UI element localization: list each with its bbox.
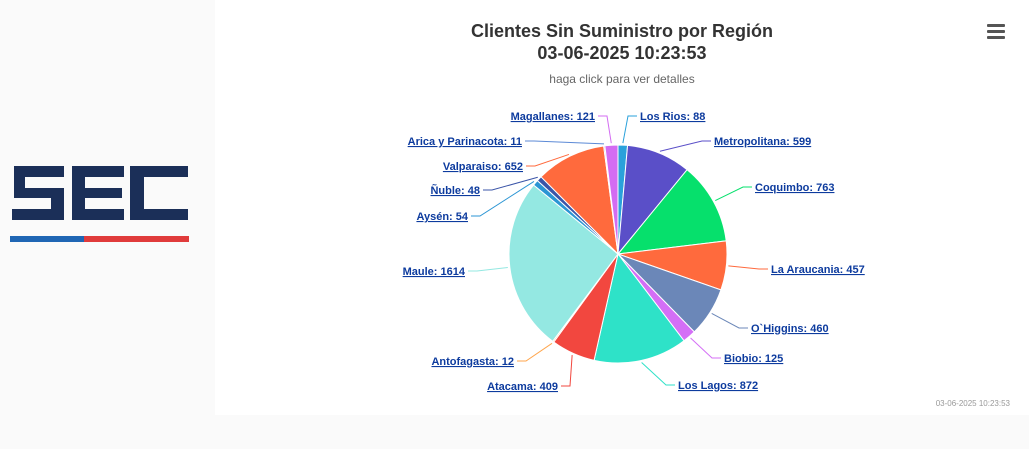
data-label-valparaiso[interactable]: Valparaiso: 652 xyxy=(443,161,523,173)
sec-logo xyxy=(10,166,189,242)
connector-aysén xyxy=(471,181,535,217)
connector-los-rios xyxy=(622,115,637,144)
connector-coquimbo xyxy=(715,186,752,201)
connector-magallanes xyxy=(598,115,612,144)
connector-biobio xyxy=(690,337,721,359)
data-label-maule[interactable]: Maule: 1614 xyxy=(403,266,466,278)
logo-bar-red xyxy=(84,236,189,242)
logo-bar-blue xyxy=(10,236,84,242)
data-label-los-lagos[interactable]: Los Lagos: 872 xyxy=(678,380,758,392)
data-label-arica-y-parinacota[interactable]: Arica y Parinacota: 11 xyxy=(408,136,522,148)
data-label-antofagasta[interactable]: Antofagasta: 12 xyxy=(431,356,514,368)
connector-atacama xyxy=(561,355,573,387)
chart-credits: 03-06-2025 10:23:53 xyxy=(935,399,1010,408)
bottom-strip xyxy=(0,415,1029,449)
connector-metropolitana xyxy=(659,140,711,152)
pie-slice-valparaiso[interactable] xyxy=(540,145,619,256)
data-label-coquimbo[interactable]: Coquimbo: 763 xyxy=(755,182,834,194)
data-label-o-higgins[interactable]: O`Higgins: 460 xyxy=(751,323,829,335)
pie-slice-los-lagos[interactable] xyxy=(593,252,685,364)
hamburger-menu-icon[interactable] xyxy=(985,22,1007,42)
data-label-aysén[interactable]: Aysén: 54 xyxy=(416,211,468,223)
pie-slice-coquimbo[interactable] xyxy=(616,169,727,255)
connector-los-lagos xyxy=(641,362,675,386)
connector-o-higgins xyxy=(711,313,748,329)
connector-la-araucania xyxy=(728,265,768,270)
data-label-los-rios[interactable]: Los Rios: 88 xyxy=(640,111,705,123)
data-label-la-araucania[interactable]: La Araucania: 457 xyxy=(771,264,865,276)
logo-panel xyxy=(0,0,215,415)
data-label-metropolitana[interactable]: Metropolitana: 599 xyxy=(714,136,811,148)
logo-letter-e xyxy=(72,166,124,220)
chart-subtitle: haga click para ver detalles xyxy=(549,72,695,86)
logo-letter-s xyxy=(12,166,64,220)
chart-title-timestamp: 03-06-2025 10:23:53 xyxy=(537,43,707,63)
connector-antofagasta xyxy=(517,342,553,362)
data-label-ñuble[interactable]: Ñuble: 48 xyxy=(430,184,480,197)
pie-slice-maule[interactable] xyxy=(508,184,619,342)
pie-slice-magallanes[interactable] xyxy=(604,144,619,255)
connector-arica-y-parinacota xyxy=(525,140,605,145)
data-label-magallanes[interactable]: Magallanes: 121 xyxy=(511,111,595,123)
connector-maule xyxy=(468,266,508,272)
connector-ñuble xyxy=(483,176,538,191)
logo-letter-c xyxy=(130,166,188,220)
data-label-atacama[interactable]: Atacama: 409 xyxy=(487,381,558,393)
data-label-biobio[interactable]: Biobio: 125 xyxy=(724,353,783,365)
connector-valparaiso xyxy=(526,153,570,167)
chart-title: Clientes Sin Suministro por Región xyxy=(470,21,774,41)
